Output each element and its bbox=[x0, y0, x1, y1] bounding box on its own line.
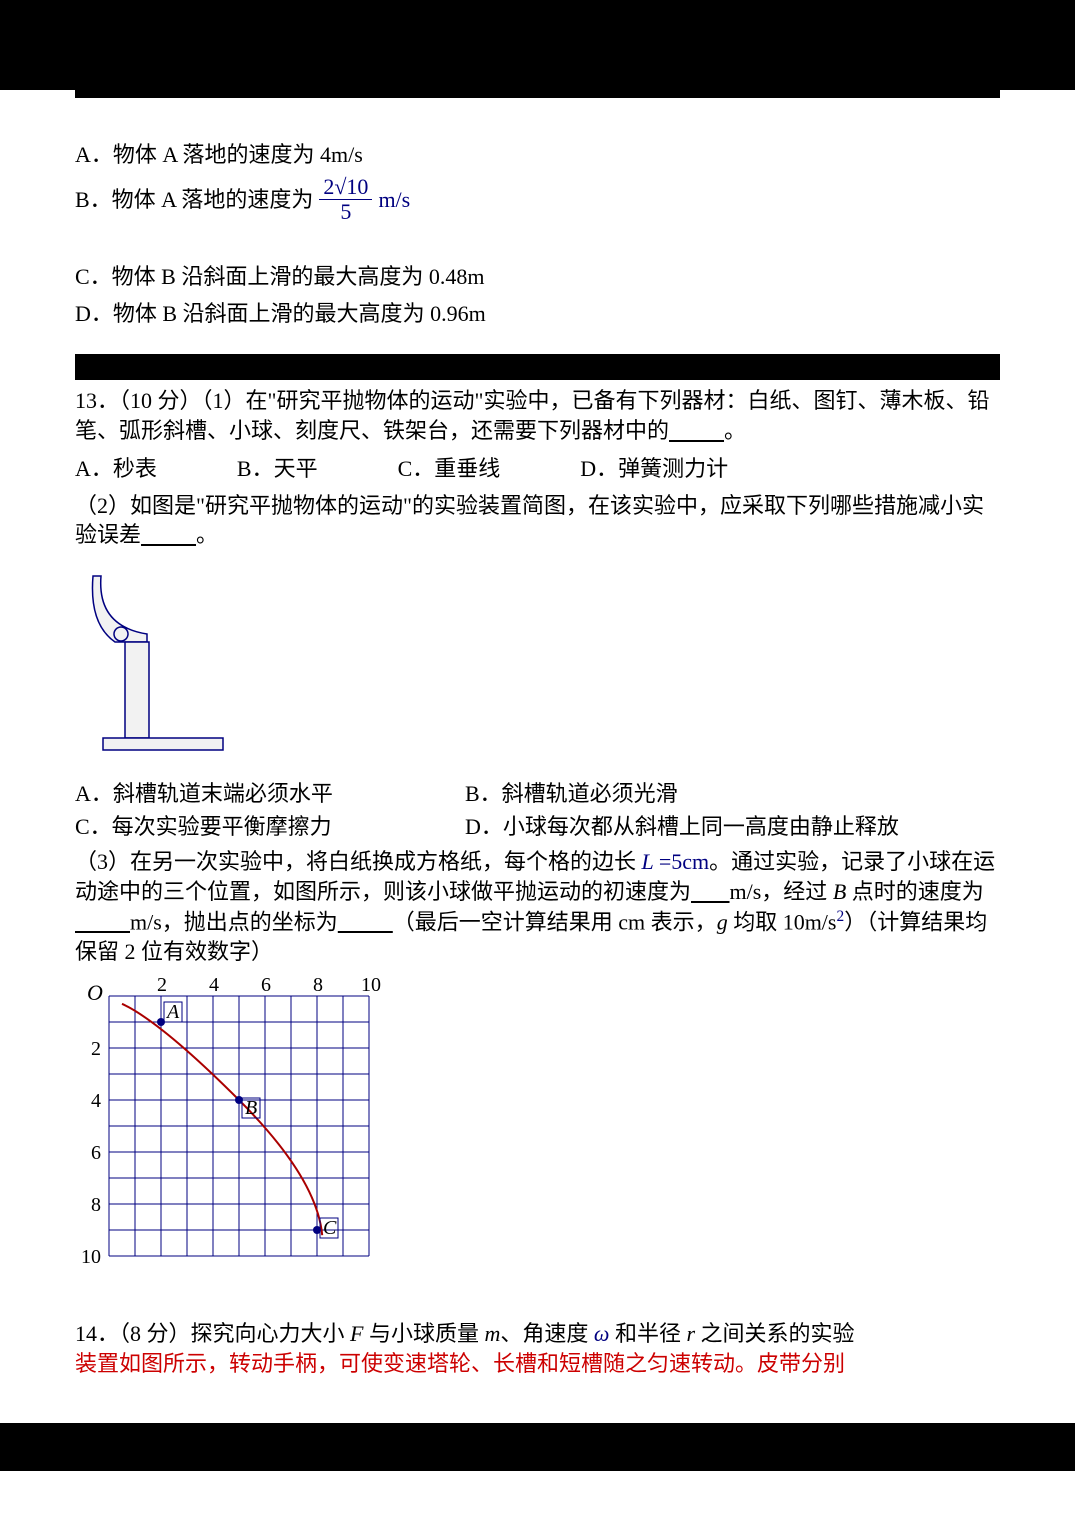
q13-s3a: （3）在另一次实验中，将白纸换成方格纸，每个格的边长 bbox=[75, 849, 636, 874]
q14-omega: ω bbox=[594, 1321, 610, 1346]
q13-options-2-row2: C．每次实验要平衡摩擦力 D．小球每次都从斜槽上同一高度由静止释放 bbox=[75, 810, 1000, 843]
q13-B-var: B bbox=[833, 879, 846, 904]
q13-blank3c bbox=[338, 909, 393, 934]
frac-numerator: 2√10 bbox=[319, 175, 372, 200]
ramp-stand bbox=[125, 642, 149, 738]
q14-m3: 和半径 bbox=[609, 1321, 686, 1346]
grid-group: O 2 4 6 8 10 2 4 6 8 10 A B C bbox=[81, 976, 381, 1268]
svg-text:C: C bbox=[323, 1217, 337, 1239]
q14-m4: 之间关系的实验 bbox=[695, 1321, 855, 1346]
q13-blank-2 bbox=[141, 522, 196, 547]
svg-text:8: 8 bbox=[313, 976, 323, 996]
q12-option-b: B．物体 A 落地的速度为 2√10 5 m/s bbox=[75, 175, 1000, 224]
ramp-diagram bbox=[75, 564, 235, 754]
q14-m: m bbox=[484, 1321, 500, 1346]
ramp-ball bbox=[114, 627, 128, 641]
q13-s3c: m/s，抛出点的坐标为 bbox=[130, 909, 338, 934]
q13-opt1-a: A．秒表 bbox=[75, 452, 157, 485]
svg-text:6: 6 bbox=[91, 1142, 101, 1164]
q13-g-var: g bbox=[717, 909, 728, 934]
q13-blank3a bbox=[691, 879, 730, 904]
svg-text:A: A bbox=[165, 1001, 180, 1023]
q14-m1: 与小球质量 bbox=[363, 1321, 484, 1346]
svg-text:2: 2 bbox=[157, 976, 167, 996]
svg-text:8: 8 bbox=[91, 1194, 101, 1216]
q13-options-row-1: A．秒表 B．天平 C．重垂线 D．弹簧测力计 bbox=[75, 452, 1000, 485]
grid-diagram: O 2 4 6 8 10 2 4 6 8 10 A B C bbox=[75, 976, 395, 1276]
q13-L-var: L bbox=[636, 849, 659, 874]
svg-text:B: B bbox=[245, 1097, 257, 1119]
q14-m2: 、角速度 bbox=[500, 1321, 594, 1346]
q12-option-c: C．物体 B 沿斜面上滑的最大高度为 0.48m bbox=[75, 260, 1000, 293]
section-divider bbox=[75, 354, 1000, 380]
svg-text:2: 2 bbox=[91, 1038, 101, 1060]
page-content: A．物体 A 落地的速度为 4m/s B．物体 A 落地的速度为 2√10 5 … bbox=[0, 138, 1075, 1423]
q13-L-val: =5cm bbox=[659, 849, 709, 874]
q13-stem-2: （2）如图是"研究平抛物体的运动"的实验装置简图，在该实验中，应采取下列哪些措施… bbox=[75, 491, 1000, 550]
svg-text:10: 10 bbox=[81, 1246, 101, 1268]
q12-b-unit: m/s bbox=[378, 183, 410, 216]
q13-blank3b bbox=[75, 909, 130, 934]
q13-blank-1 bbox=[669, 418, 724, 443]
q14-r: r bbox=[686, 1321, 695, 1346]
q13-s3b: m/s，经过 bbox=[730, 879, 833, 904]
ramp-base bbox=[103, 738, 223, 750]
svg-text:O: O bbox=[87, 980, 103, 1005]
q13-opt2-b: B．斜槽轨道必须光滑 bbox=[465, 777, 678, 810]
footer-black-bar bbox=[0, 1423, 1075, 1471]
q14-stem: 14．（8 分）探究向心力大小 F 与小球质量 m、角速度 ω 和半径 r 之间… bbox=[75, 1319, 1000, 1378]
q12-option-a: A．物体 A 落地的速度为 4m/s bbox=[75, 138, 1000, 171]
top-thick-rule bbox=[75, 90, 1000, 98]
svg-text:10: 10 bbox=[361, 976, 381, 996]
q14-line2: 装置如图所示，转动手柄，可使变速塔轮、长槽和短槽随之匀速转动。皮带分别 bbox=[75, 1351, 845, 1376]
q12-b-fraction: 2√10 5 bbox=[319, 175, 372, 224]
q13-options-2-row1: A．斜槽轨道末端必须水平 B．斜槽轨道必须光滑 bbox=[75, 777, 1000, 810]
svg-text:6: 6 bbox=[261, 976, 271, 996]
q14-F: F bbox=[350, 1321, 363, 1346]
q13-opt1-c: C．重垂线 bbox=[398, 452, 501, 485]
frac-denominator: 5 bbox=[319, 200, 372, 224]
q14-l1-a: 14．（8 分）探究向心力大小 bbox=[75, 1321, 350, 1346]
svg-text:4: 4 bbox=[209, 976, 219, 996]
svg-text:4: 4 bbox=[91, 1090, 101, 1112]
q13-stem-3: （3）在另一次实验中，将白纸换成方格纸，每个格的边长 L =5cm。通过实验，记… bbox=[75, 847, 1000, 966]
header-black-bar bbox=[0, 0, 1075, 90]
q13-stem1-end: 。 bbox=[724, 418, 746, 443]
q13-opt2-d: D．小球每次都从斜槽上同一高度由静止释放 bbox=[465, 810, 899, 843]
q13-opt1-d: D．弹簧测力计 bbox=[580, 452, 728, 485]
q13-s3d-gval: 均取 10m/s bbox=[728, 909, 837, 934]
q13-stem-1: 13．（10 分）（1）在"研究平抛物体的运动"实验中，已备有下列器材：白纸、图… bbox=[75, 386, 1000, 445]
q13-stem1-text: 13．（10 分）（1）在"研究平抛物体的运动"实验中，已备有下列器材：白纸、图… bbox=[75, 388, 989, 443]
q13-stem2-end: 。 bbox=[196, 522, 218, 547]
q13-s3d: （最后一空计算结果用 cm 表示， bbox=[393, 909, 717, 934]
q12-b-prefix: B．物体 A 落地的速度为 bbox=[75, 183, 313, 216]
q13-opt2-a: A．斜槽轨道末端必须水平 bbox=[75, 777, 465, 810]
q13-opt2-c: C．每次实验要平衡摩擦力 bbox=[75, 810, 465, 843]
q12-option-d: D．物体 B 沿斜面上滑的最大高度为 0.96m bbox=[75, 297, 1000, 330]
q13-s3b-mid: 点时的速度为 bbox=[846, 879, 984, 904]
q13-opt1-b: B．天平 bbox=[237, 452, 318, 485]
